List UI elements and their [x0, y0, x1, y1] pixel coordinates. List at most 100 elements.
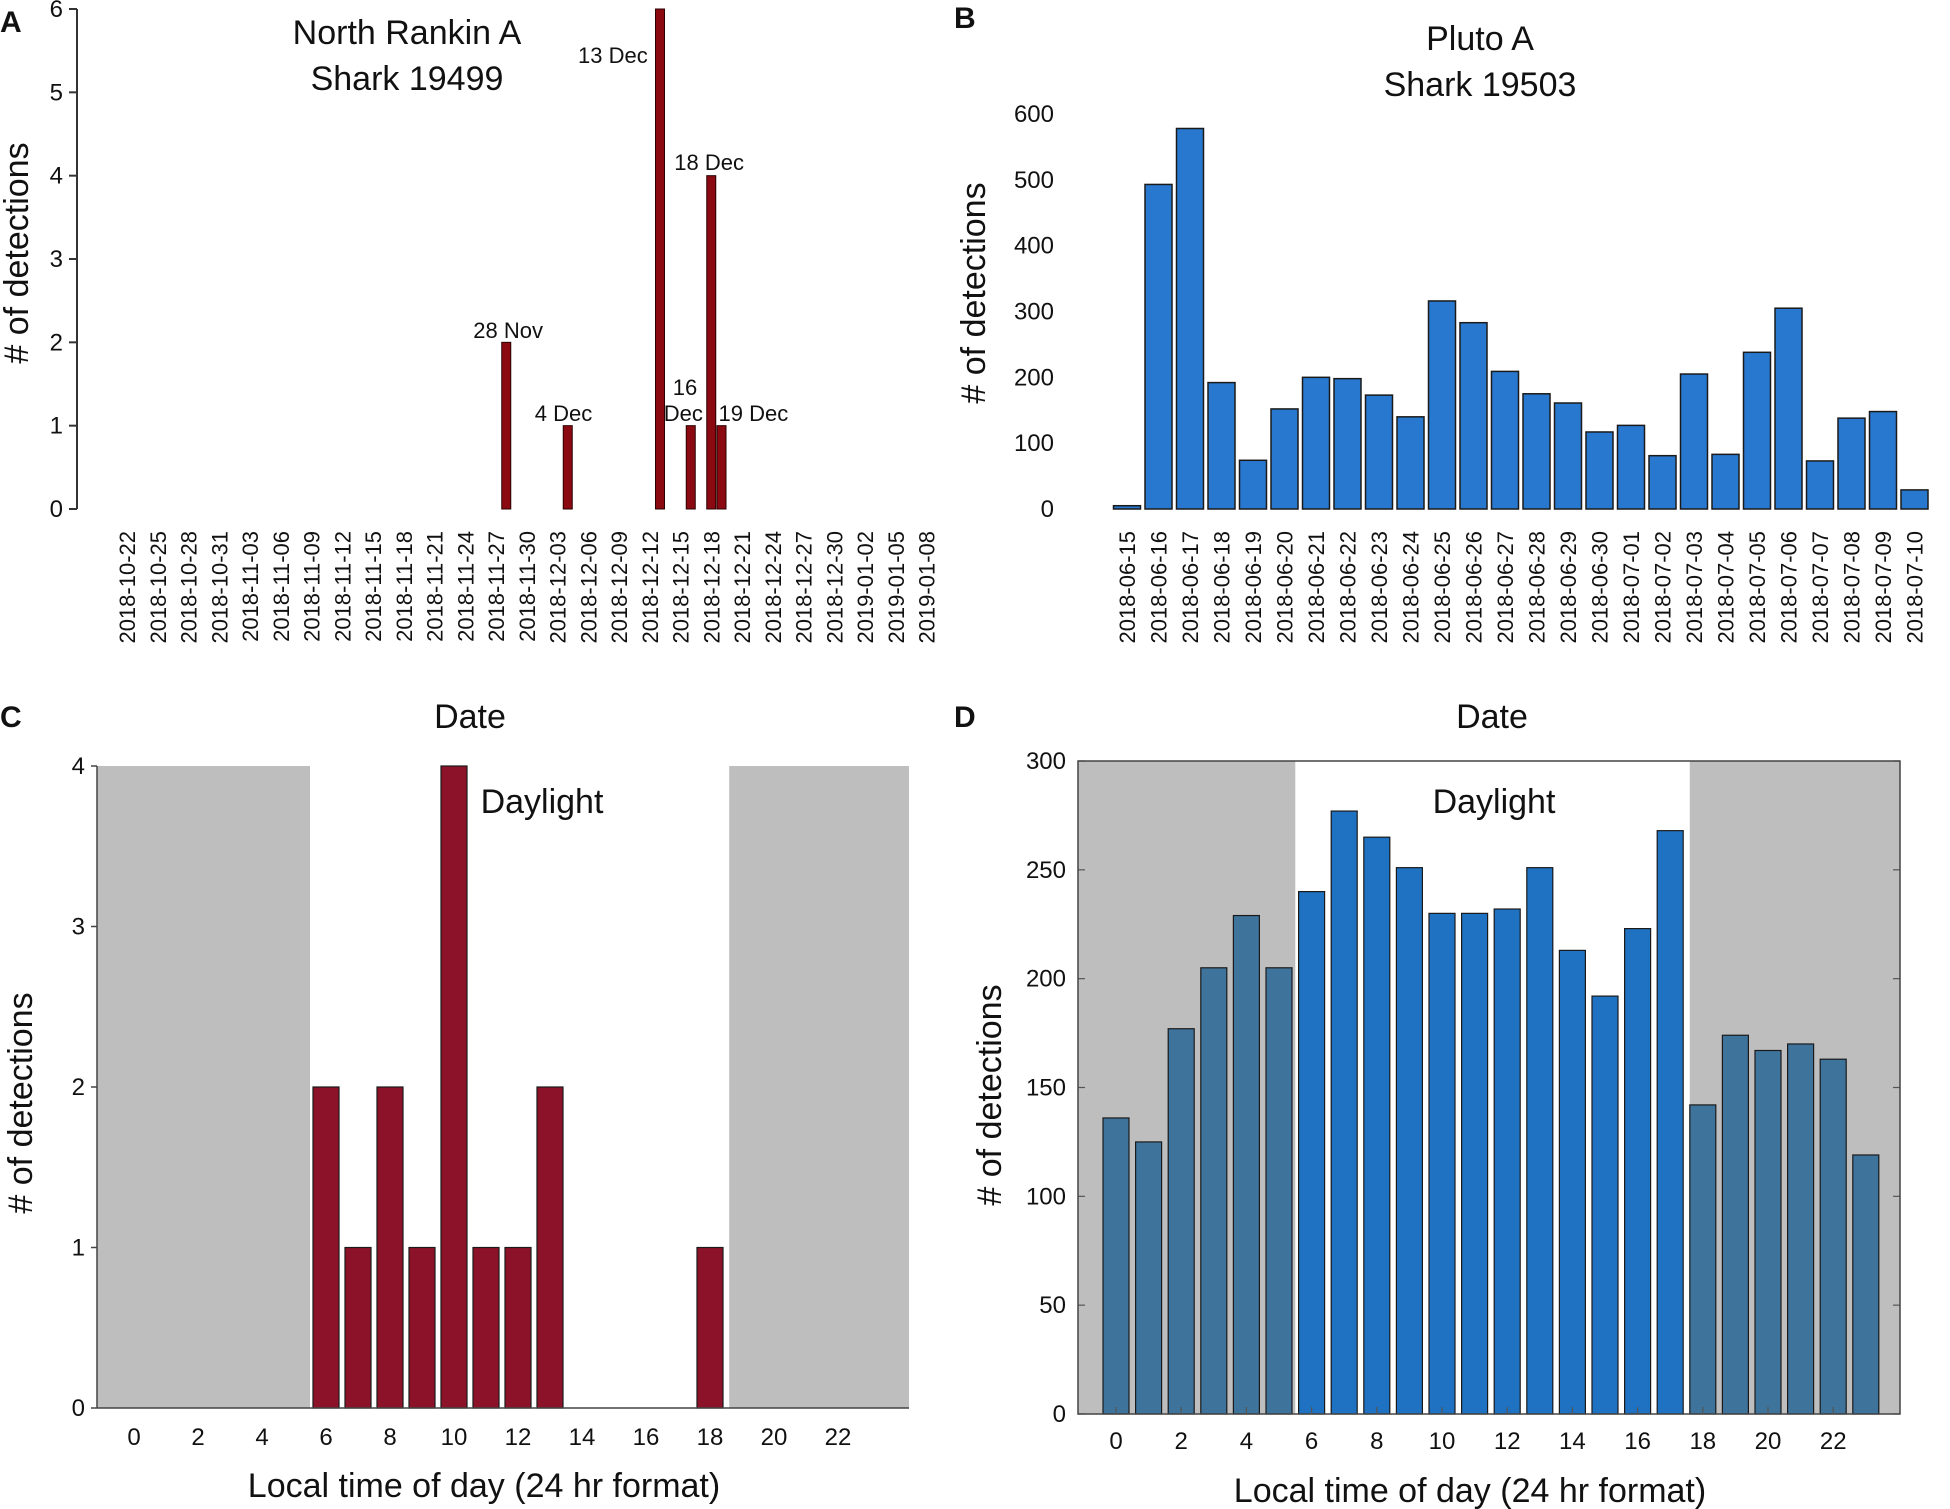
panel-b-date-tick-label: 2018-07-06 [1777, 531, 1802, 644]
panel-b-bar [1805, 460, 1835, 510]
panel-a-date-tick-label: 2018-12-18 [699, 531, 724, 644]
panel-a-y-tick-label: 1 [50, 413, 63, 440]
panel-b-bar [1742, 351, 1772, 510]
panel-b: B Pluto A Shark 19503 0 100 200 300 400 500 600 20… [954, 2, 1929, 736]
panel-c-bar [376, 1086, 404, 1409]
panel-b-bar [1459, 321, 1488, 510]
panel-b-bar [1333, 377, 1362, 510]
panel-d-bar [1330, 810, 1358, 1415]
panel-a-bar [562, 425, 573, 510]
panel-d-bar [1460, 912, 1489, 1415]
panel-c-x-tick-label: 16 [633, 1424, 660, 1451]
panel-d-plot-border [1077, 760, 1901, 1415]
panel-c-x-tick-label: 2 [191, 1424, 204, 1451]
panel-a-date-tick-label: 2018-11-30 [515, 531, 540, 642]
panel-a-annotation: 16 [673, 375, 697, 400]
panel-b-date-tick-label: 2018-06-21 [1304, 531, 1329, 644]
panel-a-bar [685, 425, 696, 510]
panel-d-x-tick-label: 0 [1109, 1428, 1122, 1455]
panel-c-bar [696, 1246, 724, 1409]
panel-b-bar [1364, 394, 1394, 510]
panel-a-date-tick-label: 2018-11-03 [238, 531, 263, 642]
panel-b-bar [1648, 454, 1677, 510]
panel-d-letter: D [954, 701, 976, 734]
panel-b-y-tick-label: 500 [1014, 167, 1054, 194]
panel-a-letter: A [0, 6, 22, 39]
panel-b-x-label: Date [1456, 698, 1528, 736]
panel-a-date-tick-label: 2019-01-05 [884, 531, 909, 644]
panel-d-bar [1428, 912, 1456, 1415]
panel-d-bar [1721, 1034, 1750, 1415]
panel-b-bar [1112, 504, 1142, 510]
panel-b-date-tick-label: 2018-06-18 [1210, 531, 1235, 644]
panel-a-y-tick-label: 4 [50, 163, 63, 190]
panel-a-date-tick-label: 2018-12-27 [792, 531, 817, 644]
panel-c-y-tick-label: 3 [72, 914, 85, 941]
panel-a-date-tick-label: 2019-01-08 [915, 531, 940, 644]
panel-d-x-tick-label: 6 [1305, 1428, 1318, 1455]
panel-a-date-tick-label: 2018-10-25 [146, 531, 171, 644]
panel-d-y-label: # of detections [971, 984, 1009, 1205]
panel-a-x-label: Date [434, 698, 506, 736]
panel-a-date-tick-label: 2018-10-31 [207, 531, 232, 644]
panel-d-bar [1265, 967, 1293, 1415]
panel-a-date-tick-label: 2018-12-21 [730, 531, 755, 644]
panel-d-bar [1819, 1058, 1847, 1415]
panel-d-y-tick-label: 150 [1026, 1075, 1066, 1102]
panel-d-bar [1134, 1141, 1163, 1415]
panel-c-bar [408, 1246, 436, 1409]
panel-b-bar [1585, 431, 1614, 510]
panel-a-bar [655, 8, 665, 510]
panel-a-annotation: 19 Dec [719, 401, 789, 426]
panel-a-y-tick-label: 5 [50, 79, 63, 106]
panel-d-bar [1363, 836, 1391, 1415]
panel-d-x-tick-label: 18 [1689, 1428, 1716, 1455]
panel-d-x-tick-label: 16 [1624, 1428, 1651, 1455]
panel-d-y-tick-label: 300 [1026, 748, 1066, 775]
panel-a-annotation: 18 Dec [674, 150, 744, 175]
panel-a-annotation: 13 Dec [578, 43, 648, 68]
panel-b-bar [1270, 408, 1299, 510]
panel-a-date-tick-label: 2018-12-15 [669, 531, 694, 644]
panel-d-bar [1754, 1049, 1782, 1415]
panel-d-bar [1297, 890, 1326, 1415]
panel-d-bar [1232, 914, 1261, 1415]
panel-d-x-tick-label: 10 [1429, 1428, 1456, 1455]
panel-d-bar [1852, 1154, 1880, 1415]
panel-b-bar [1207, 381, 1236, 510]
panel-c-x-tick-label: 12 [505, 1424, 532, 1451]
panel-b-y-tick-label: 100 [1014, 430, 1054, 457]
panel-b-date-tick-label: 2018-07-08 [1840, 531, 1865, 644]
panel-c-daylight-label: Daylight [481, 783, 604, 821]
panel-c-bar [536, 1086, 564, 1409]
panel-b-bar [1175, 127, 1205, 510]
panel-d-y-tick-label: 200 [1026, 966, 1066, 993]
panel-a-y-tick-label: 2 [50, 329, 63, 356]
panel-d-bar [1200, 967, 1228, 1415]
panel-b-date-tick-label: 2018-07-07 [1808, 531, 1833, 644]
panel-b-date-tick-label: 2018-06-20 [1273, 531, 1298, 644]
panel-b-date-tick-label: 2018-07-03 [1682, 531, 1707, 644]
panel-a-date-tick-label: 2018-11-24 [453, 531, 478, 642]
panel-b-date-tick-label: 2018-06-25 [1430, 531, 1455, 644]
panel-a-date-tick-label: 2018-10-22 [115, 531, 140, 644]
panel-d-x-tick-label: 14 [1559, 1428, 1586, 1455]
panel-b-date-tick-label: 2018-07-05 [1745, 531, 1770, 644]
panel-b-y-tick-label: 400 [1014, 233, 1054, 260]
panel-c-bar [312, 1086, 340, 1409]
panel-d-x-tick-label: 4 [1240, 1428, 1253, 1455]
panel-c-x-tick-label: 8 [383, 1424, 396, 1451]
panel-b-title-line-1: Pluto A [1426, 20, 1534, 58]
panel-c-letter: C [0, 701, 22, 734]
panel-c-x-tick-label: 18 [697, 1424, 724, 1451]
panel-b-date-tick-label: 2018-06-27 [1493, 531, 1518, 644]
panel-b-y-tick-label: 600 [1014, 101, 1054, 128]
panel-b-date-tick-label: 2018-06-17 [1178, 531, 1203, 644]
panel-b-date-tick-label: 2018-06-29 [1556, 531, 1581, 644]
panel-b-bar [1238, 459, 1268, 510]
panel-c-bar [344, 1246, 372, 1409]
panel-b-date-tick-label: 2018-06-15 [1115, 531, 1140, 644]
panel-d-bar [1656, 830, 1684, 1415]
panel-b-date-tick-label: 2018-06-22 [1336, 531, 1361, 644]
panel-d-bar [1102, 1117, 1130, 1415]
